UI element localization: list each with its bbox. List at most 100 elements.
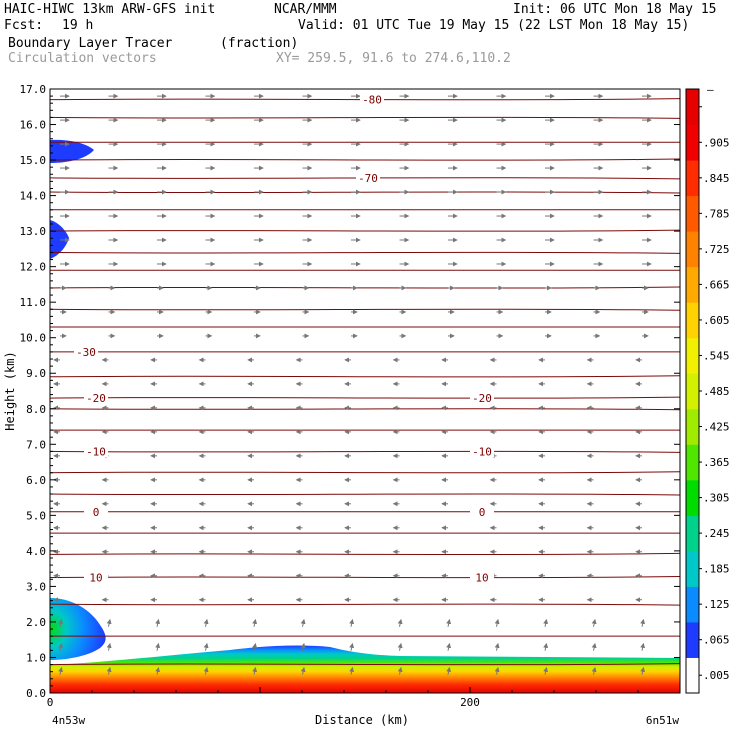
y-tick-label: 14.0 xyxy=(20,190,47,203)
colorbar-label: .905 xyxy=(703,136,730,149)
colorbar-label: .065 xyxy=(703,634,730,647)
circulation-vector xyxy=(106,666,112,675)
colorbar-swatch xyxy=(686,195,699,232)
isotherm-label-bg xyxy=(470,571,494,584)
circulation-vector xyxy=(397,618,403,627)
upper-plume-13km xyxy=(50,220,69,259)
x-tick-label: 0 xyxy=(47,696,54,709)
y-tick-label: 0.0 xyxy=(26,687,46,700)
isotherm-line xyxy=(50,116,680,119)
isotherm-label: -20 xyxy=(86,392,106,405)
circulation-vector xyxy=(252,666,258,675)
colorbar-label: .485 xyxy=(703,385,730,398)
x-axis-left-endpoint: 4n53w xyxy=(52,714,85,727)
circulation-vector xyxy=(203,642,209,651)
x-tick-label: 200 xyxy=(460,696,480,709)
isotherm-line xyxy=(50,229,680,232)
colorbar-label: .665 xyxy=(703,278,730,291)
colorbar-label: .305 xyxy=(703,492,730,505)
colorbar-label: .185 xyxy=(703,563,730,576)
circulation-vectors xyxy=(53,93,652,675)
circulation-vector xyxy=(397,642,403,651)
field2-name: Circulation vectors xyxy=(8,51,157,66)
circulation-vector xyxy=(58,642,64,651)
isotherm-label: -80 xyxy=(362,94,382,107)
upper-plume-15km xyxy=(50,139,94,163)
isotherm-line xyxy=(50,375,680,378)
circulation-vector xyxy=(446,618,452,627)
isotherm-label: -20 xyxy=(472,392,492,405)
valid-time: Valid: 01 UTC Tue 19 May 15 (22 LST Mon … xyxy=(298,18,690,33)
circulation-vector xyxy=(300,618,306,627)
colorbar: .005 .065 .125 .185 .245 .305 .365 .425 .485 .545… xyxy=(685,83,730,694)
isotherm-label: 10 xyxy=(89,572,102,585)
x-axis: 0 200 xyxy=(47,687,681,709)
tracer-field xyxy=(50,93,680,693)
circulation-vector xyxy=(58,666,64,675)
y-axis-title: Height (km) xyxy=(3,351,17,430)
y-tick-label: 4.0 xyxy=(26,545,46,558)
colorbar-label: .605 xyxy=(703,314,730,327)
isotherm-line xyxy=(50,450,680,453)
colorbar-label: .725 xyxy=(703,243,730,256)
circulation-vector xyxy=(155,618,161,627)
circulation-vector xyxy=(349,642,355,651)
circulation-vector xyxy=(591,618,597,627)
isotherm-label: 10 xyxy=(475,572,488,585)
y-tick-label: 3.0 xyxy=(26,580,46,593)
colorbar-swatch xyxy=(686,337,699,374)
circulation-vector xyxy=(203,666,209,675)
circulation-vector xyxy=(640,618,646,627)
isotherm-label: 0 xyxy=(93,506,100,519)
isotherm-line xyxy=(50,471,680,474)
organization-label: NCAR/MMM xyxy=(274,2,337,17)
circulation-vector xyxy=(155,642,161,651)
isotherm-line xyxy=(50,396,680,399)
isotherm-label-bg xyxy=(84,505,108,518)
colorbar-label: .125 xyxy=(703,598,730,611)
isotherm-label: 0 xyxy=(479,506,486,519)
y-tick-label: 15.0 xyxy=(20,154,47,167)
circulation-vector xyxy=(203,618,209,627)
colorbar-swatch xyxy=(686,408,699,445)
isotherm-label-bg xyxy=(470,445,494,458)
circulation-vector xyxy=(58,618,64,627)
circulation-vector xyxy=(446,666,452,675)
circulation-vector xyxy=(397,666,403,675)
colorbar-swatch xyxy=(686,550,699,587)
colorbar-swatch xyxy=(686,621,699,658)
isotherm-line xyxy=(50,663,680,666)
isotherm-line xyxy=(50,191,680,194)
forecast-label: Fcst: xyxy=(4,18,44,33)
isotherm-line xyxy=(50,286,680,289)
isotherm-label-bg xyxy=(470,505,494,518)
colorbar-swatch xyxy=(686,231,699,268)
y-tick-label: 11.0 xyxy=(20,296,47,309)
colorbar-label: .425 xyxy=(703,421,730,434)
field1-name: Boundary Layer Tracer xyxy=(8,36,173,51)
isotherm-line xyxy=(50,552,680,556)
isotherm-line xyxy=(50,603,680,606)
circulation-vector xyxy=(640,642,646,651)
colorbar-label: .245 xyxy=(703,527,730,540)
y-tick-label: 5.0 xyxy=(26,509,46,522)
colorbar-swatch xyxy=(686,479,699,516)
boundary-layer-tracer-shading xyxy=(50,645,680,693)
y-tick-label: 8.0 xyxy=(26,403,46,416)
isotherm-label-bg xyxy=(360,93,384,106)
y-axis: 0.0 1.0 2.0 3.0 4.0 5.0 6.0 7.0 8.0 9.0 10.0 11.0 12… xyxy=(20,83,680,700)
isotherm-line xyxy=(50,308,680,311)
isotherm-labels: 10 10 0 0 -10 -10 -20 -20 -30 -70 -80 xyxy=(74,93,494,585)
isotherm-label-bg xyxy=(470,392,494,405)
isotherm-line xyxy=(50,251,680,254)
circulation-vector xyxy=(252,618,258,627)
colorbar-swatch xyxy=(686,266,699,303)
x-axis-title: Distance (km) xyxy=(315,713,409,727)
isotherm-label: -30 xyxy=(76,346,96,359)
colorbar-swatch xyxy=(686,302,699,339)
circulation-vector xyxy=(300,642,306,651)
isotherm-label-bg xyxy=(84,392,108,405)
cross-section-coordinates: XY= 259.5, 91.6 to 274.6,110.2 xyxy=(276,51,511,66)
low-level-plume xyxy=(50,598,106,660)
